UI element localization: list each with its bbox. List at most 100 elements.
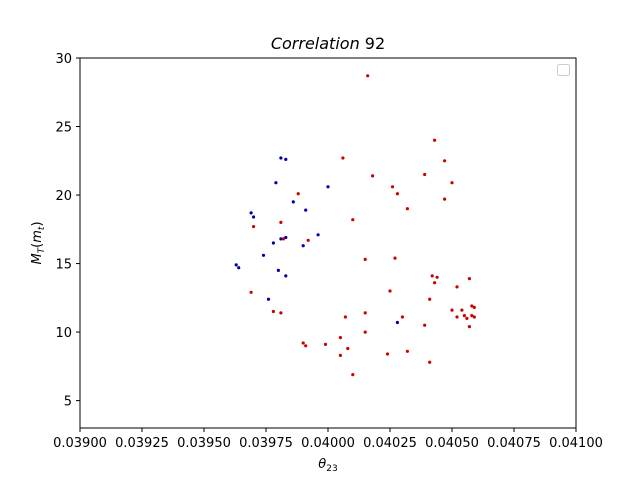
y-tick-label: 30 (55, 52, 72, 67)
x-axis-label: θ23 (318, 457, 337, 474)
red-data-point (395, 192, 399, 196)
x-axis-label-main: θ (318, 457, 326, 472)
red-data-point (390, 185, 395, 189)
blue-data-point (316, 233, 320, 237)
red-data-point (363, 257, 367, 261)
red-data-point (301, 341, 305, 345)
red-data-point (338, 353, 342, 357)
red-data-point (338, 336, 342, 340)
red-data-point (428, 297, 432, 301)
y-tick-label: 25 (55, 121, 72, 136)
chart-title-italic: Correlation (271, 34, 360, 53)
blue-data-point (271, 241, 275, 245)
x-tick-label: 0.03950 (177, 436, 231, 451)
red-data-point (351, 373, 355, 377)
x-tick-label: 0.04000 (301, 436, 355, 451)
y-axis-label-paren-close: ) (30, 221, 45, 226)
red-data-point (433, 281, 437, 285)
blue-data-point (291, 200, 295, 204)
blue-data-point (249, 211, 253, 215)
red-data-point (455, 285, 459, 289)
red-data-point (465, 316, 469, 320)
red-data-point (467, 325, 471, 329)
red-data-point (450, 181, 454, 185)
red-data-point (371, 174, 375, 178)
y-axis-label-paren-open: ( (30, 243, 45, 248)
blue-data-point (261, 253, 266, 257)
red-data-point (472, 305, 476, 309)
red-data-point (455, 315, 459, 319)
blue-data-point (301, 244, 305, 248)
red-data-point (450, 308, 454, 312)
red-data-point (405, 207, 409, 211)
y-tick-label: 5 (64, 395, 72, 410)
blue-data-point (276, 268, 280, 272)
red-data-point (423, 323, 427, 327)
red-data-point (428, 360, 432, 364)
x-tick-label: 0.04050 (425, 436, 479, 451)
x-tick-label: 0.04100 (549, 436, 603, 451)
red-data-point (323, 342, 328, 346)
blue-data-point (237, 266, 241, 270)
x-tick-label: 0.03900 (53, 436, 107, 451)
red-data-point (249, 290, 253, 294)
blue-data-point (284, 274, 288, 278)
red-data-point (271, 309, 275, 314)
y-axis-label-inner-main: m (30, 230, 45, 243)
red-data-point (467, 277, 471, 281)
blue-data-point (326, 185, 330, 189)
y-tick-label: 20 (55, 189, 72, 204)
red-data-point (405, 349, 409, 353)
red-data-point (343, 315, 347, 319)
red-data-point (400, 315, 404, 319)
red-data-point (366, 74, 370, 78)
red-data-point (363, 330, 367, 334)
y-axis-label-sub: T (37, 246, 47, 253)
blue-data-point (279, 156, 283, 160)
red-data-point (385, 352, 390, 356)
legend-box (557, 64, 570, 76)
red-data-point (346, 346, 350, 351)
red-data-point (470, 304, 474, 308)
y-tick-label: 15 (55, 258, 72, 273)
x-tick-label: 0.03975 (239, 436, 293, 451)
red-data-point (443, 159, 447, 163)
y-axis-label-main: M (30, 253, 45, 264)
red-data-point (252, 225, 256, 229)
red-data-point (435, 275, 439, 279)
red-data-point (472, 315, 476, 319)
red-data-point (341, 156, 345, 160)
y-axis-label-inner-sub: t (37, 226, 47, 230)
x-tick-label: 0.03925 (115, 436, 169, 451)
y-tick-label: 10 (55, 326, 72, 341)
y-axis-label: MT(mt) (30, 221, 47, 264)
x-axis-ticks: 0.03900 0.03925 0.03950 0.03975 0.04000 0.040… (53, 428, 603, 451)
blue-data-point (284, 235, 288, 240)
blue-data-point (279, 237, 283, 241)
blue-data-point (304, 208, 308, 212)
red-data-point (443, 197, 447, 201)
red-data-point (306, 238, 310, 242)
blue-data-point (252, 215, 256, 219)
red-data-point (393, 256, 397, 260)
red-data-point (423, 172, 427, 177)
chart-title: Correlation 92 (271, 34, 385, 53)
y-axis-ticks: 5 10 15 20 25 30 (55, 52, 80, 410)
x-axis-label-sub: 23 (326, 464, 337, 474)
red-data-point (281, 237, 285, 241)
red-data-point (363, 311, 367, 315)
plot-frame (79, 57, 577, 429)
blue-data-point (266, 297, 271, 301)
red-data-point (460, 308, 464, 312)
chart-title-number: 92 (360, 34, 385, 53)
blue-data-point (274, 181, 278, 185)
red-data-point (433, 138, 437, 142)
blue-data-point (284, 157, 288, 161)
red-data-point (388, 289, 392, 293)
x-tick-label: 0.04025 (363, 436, 417, 451)
x-tick-label: 0.04075 (487, 436, 541, 451)
red-data-point (430, 274, 434, 278)
data-points (234, 74, 476, 377)
red-data-point (351, 218, 355, 222)
